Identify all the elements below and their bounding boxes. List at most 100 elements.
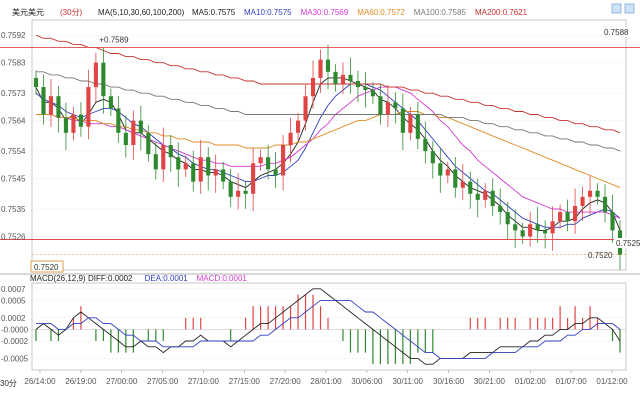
macd-tick-label: -0.0005 (1, 354, 29, 363)
time-tick-label: 27/10:00 (188, 377, 220, 386)
macd-tick-label: 0.0005 (1, 296, 26, 305)
hline-lower-tag: 0.7525 (616, 239, 640, 248)
candle-up (71, 114, 76, 133)
candle-up (288, 132, 293, 145)
candle-down (468, 181, 473, 194)
time-tick-label: 26/19:00 (65, 377, 97, 386)
macd-prefix: MACD(26,12,9) (30, 274, 86, 283)
candle-down (475, 193, 480, 200)
candle-up (295, 120, 301, 133)
candle-down (191, 163, 196, 182)
candle-up (573, 205, 578, 222)
price-tick-label: 0.7592 (1, 31, 26, 40)
period-corner-label: 30分 (0, 379, 17, 388)
low-annotation: 0.7520 (588, 251, 613, 260)
candle-down (610, 212, 615, 231)
candle-down (355, 80, 361, 88)
hline-upper-tag-bg (602, 27, 638, 37)
time-tick-label: 01/12:00 (596, 377, 628, 386)
candle-down (116, 108, 121, 133)
candle-down (543, 230, 548, 234)
candle-down (520, 230, 525, 237)
candle-down (430, 151, 435, 164)
maximize-icon[interactable] (611, 3, 622, 14)
macd-legend-items: DIFF:0.0002 DEA:0.0001 MACD:0.0001 (88, 274, 247, 283)
candle-up (131, 120, 136, 145)
ma-legend-item: MA5:0.7575 (192, 8, 236, 17)
candles (33, 44, 623, 270)
price-axis: 0.7592 0.7583 0.7573 0.7564 0.7554 0.7545 0.75… (1, 31, 26, 241)
candle-down (513, 224, 518, 231)
candle-up (587, 190, 593, 197)
candle-down (78, 114, 83, 127)
ma-legend-item: MA100:0.7585 (414, 8, 467, 17)
candle-down (206, 157, 211, 176)
time-tick-label: 30/11:00 (392, 377, 423, 386)
time-tick-label: 01/02:00 (515, 377, 547, 386)
candle-down (595, 190, 600, 197)
high-annotation: +0.7589 (99, 35, 129, 44)
macd-legend-item: DIFF:0.0002 (88, 274, 133, 283)
candle-up (183, 163, 188, 170)
time-tick-label: 26/14:00 (24, 377, 56, 386)
candle-down (505, 212, 510, 225)
candle-down (400, 108, 405, 133)
candle-up (340, 74, 346, 85)
ma-legend-item: MA200:0.7621 (475, 8, 528, 17)
hline-lower-tag-bg (614, 238, 640, 248)
candle-down (325, 59, 331, 72)
macd-tick-label: 0.0007 (1, 285, 26, 294)
macd-tick-label: -0.0002 (1, 337, 29, 346)
ma-legend-item: MA60:0.7572 (357, 8, 405, 17)
candle-up (86, 87, 91, 127)
ma-line-ma5 (35, 77, 621, 231)
macd-tick-label: 0.0002 (1, 314, 26, 323)
candle-up (281, 145, 286, 176)
time-tick-label: 30/06:00 (351, 377, 383, 386)
candle-down (243, 190, 248, 194)
candle-down (333, 71, 338, 85)
candle-down (101, 62, 106, 97)
price-tick-label: 0.7526 (1, 232, 26, 241)
candle-down (56, 96, 61, 118)
time-axis: 26/14:00 26/19:00 27/00:00 27/05:00 27/10:00… (24, 370, 628, 386)
candle-up (385, 102, 390, 115)
macd-legend-item: MACD:0.0001 (197, 274, 248, 283)
candle-down (108, 96, 113, 109)
candle-down (41, 87, 46, 115)
time-tick-label: 30/16:00 (433, 377, 465, 386)
candle-down (348, 74, 353, 81)
price-tick-label: 0.7554 (1, 147, 26, 156)
price-tick-label: 0.7535 (1, 205, 26, 214)
ma-line-ma100 (36, 71, 621, 152)
candle-up (580, 196, 585, 206)
candle-down (363, 87, 368, 91)
candle-down (228, 181, 233, 197)
ma-line-ma60 (36, 111, 621, 189)
candle-down (423, 138, 428, 152)
candle-down (221, 169, 226, 182)
ma-prefix: MA(5,10,30,60,100,200) (98, 8, 185, 17)
candle-down (370, 90, 375, 97)
candle-up (558, 212, 563, 222)
time-tick-label: 27/15:00 (229, 377, 261, 386)
candle-down (535, 224, 540, 231)
candle-up (213, 169, 218, 176)
symbol-label: 美元美元 (12, 7, 44, 17)
candle-up (460, 181, 465, 188)
price-tick-label: 0.7564 (1, 117, 26, 126)
restore-icon[interactable] (624, 3, 635, 14)
candle-down (415, 114, 420, 139)
candle-down (602, 196, 608, 213)
period-label: (30分) (60, 8, 83, 17)
candle-up (483, 190, 488, 200)
macd-dea-line (36, 299, 621, 359)
ma-line-ma30 (36, 86, 621, 219)
candle-down (273, 169, 278, 176)
hline-upper-tag: 0.7588 (604, 28, 629, 37)
candle-down (393, 102, 398, 109)
time-tick-label: 27/05:00 (147, 377, 179, 386)
time-tick-label: 01/07:00 (556, 377, 588, 386)
time-tick-label: 30/21:00 (474, 377, 506, 386)
ma-line-ma10 (35, 83, 621, 228)
